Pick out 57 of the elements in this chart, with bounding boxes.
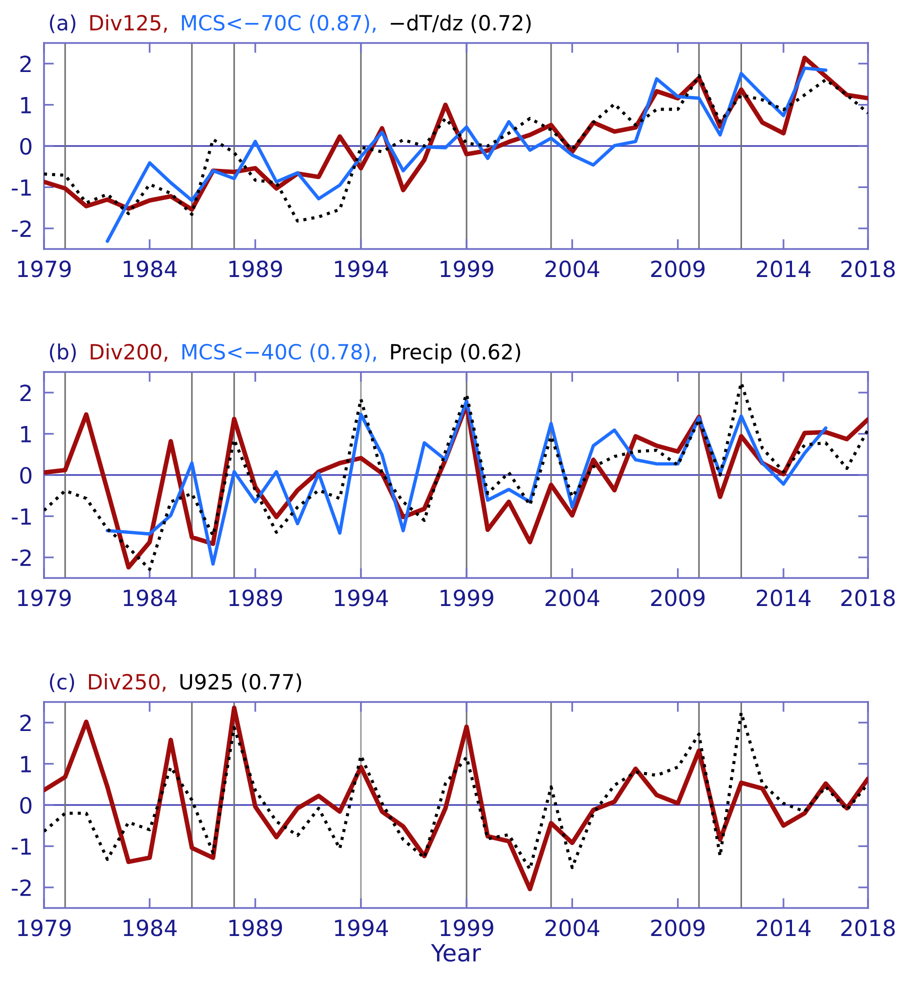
x-tick-label: 2004 [546, 260, 600, 278]
text: MCS<−70C (0.87), [182, 14, 376, 34]
x-tick-label: 2009 [651, 920, 705, 936]
line-series [106, 66, 828, 243]
x-tick-label: 2009 [651, 590, 705, 606]
chart-title: (b) [50, 344, 76, 362]
y-tick-label: 1 [21, 97, 31, 114]
x-tick-label: 2014 [756, 260, 811, 278]
text: U925 (0.77) [180, 674, 302, 692]
x-tick-label: 1999 [440, 920, 494, 936]
text: Div125, [90, 14, 167, 33]
y-tick-label: 1 [21, 756, 31, 772]
x-tick-label: 1989 [229, 260, 282, 278]
y-tick-label: 0 [20, 796, 32, 814]
y-tick-label: 2 [20, 56, 31, 72]
text: Precip (0.62) [391, 344, 520, 364]
x-tick-label: 1979 [18, 260, 71, 278]
y-tick-label: 2 [20, 714, 31, 732]
y-tick-label: 0 [20, 466, 32, 484]
y-tick-label: -1 [12, 179, 31, 196]
x-tick-label: 1994 [335, 920, 388, 936]
chart-title: (a) [50, 14, 76, 34]
x-tick-label: 1999 [440, 260, 494, 278]
x-tick-label: 2004 [546, 590, 600, 606]
x-tick-label: 1994 [335, 590, 388, 606]
text: −dT/dz (0.72) [390, 14, 531, 34]
y-tick-label: -1 [12, 838, 31, 855]
y-tick-label: -2 [12, 879, 31, 896]
y-tick-label: -2 [12, 220, 31, 237]
x-tick-label: 2014 [756, 920, 811, 936]
y-tick-label: 2 [20, 384, 31, 402]
line-series [44, 74, 868, 223]
x-tick-label: 1984 [124, 590, 177, 606]
x-tick-label: 2018 [841, 920, 895, 936]
x-tick-label: 2018 [841, 590, 895, 606]
line-series [106, 399, 828, 566]
text: Div200, [90, 344, 168, 362]
series-label: Div250, [88, 674, 166, 692]
x-tick-label: 1979 [18, 920, 71, 936]
chart-title: (c) [50, 674, 74, 692]
x-tick-label: 1979 [18, 590, 71, 606]
x-tick-label: 1994 [335, 260, 388, 278]
x-tick-label: 1984 [124, 920, 177, 936]
y-tick-label: -2 [12, 549, 31, 566]
x-axis-title: Year [430, 944, 481, 962]
x-tick-label: 2014 [756, 590, 811, 606]
x-tick-label: 2004 [546, 920, 600, 936]
x-tick-label: 1989 [229, 920, 282, 936]
text: MCS<−40C (0.78), [182, 344, 376, 362]
y-tick-label: 1 [21, 426, 31, 442]
y-tick-label: -1 [12, 508, 31, 525]
x-tick-label: 2009 [651, 260, 705, 278]
x-tick-label: 1989 [229, 590, 282, 606]
y-tick-label: 0 [20, 138, 32, 155]
x-tick-label: 1984 [124, 260, 177, 278]
x-tick-label: 2018 [841, 260, 895, 278]
x-tick-label: 1999 [440, 590, 494, 606]
